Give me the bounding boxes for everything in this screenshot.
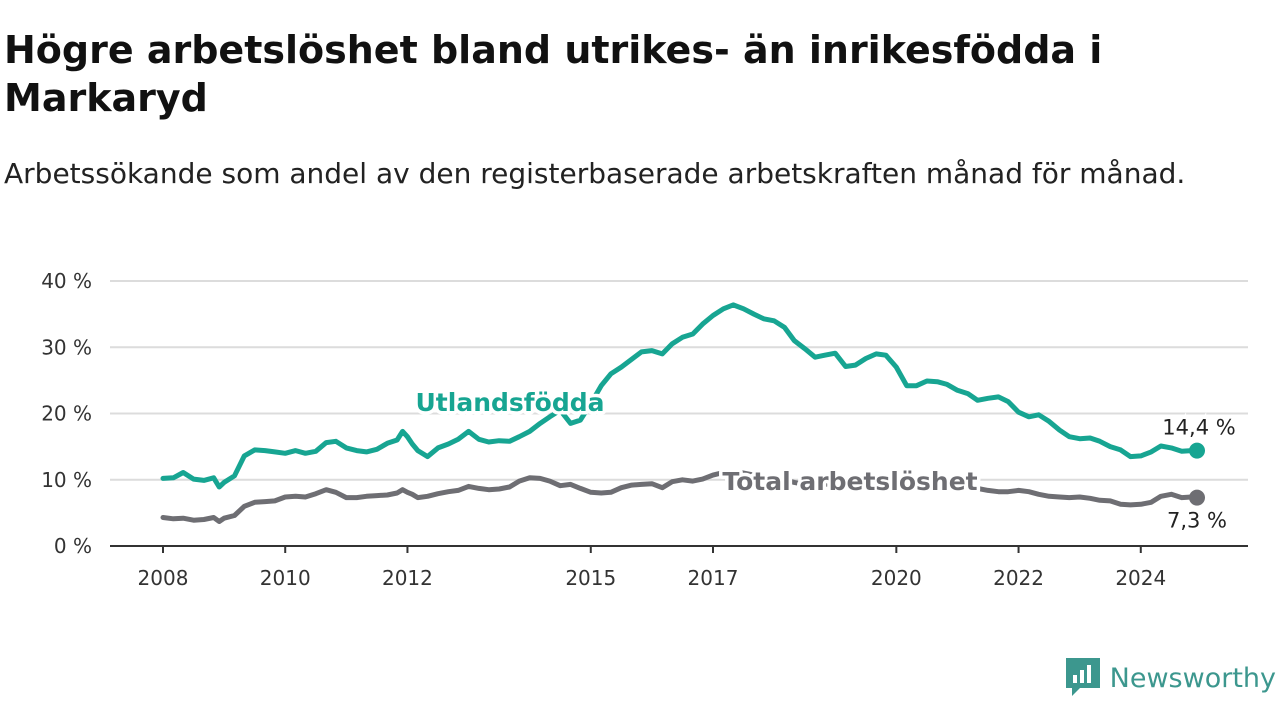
x-tick-label: 2017 [688,566,739,590]
y-tick-label: 30 % [41,335,92,359]
x-tick-label: 2020 [871,566,922,590]
series-labels: Utlandsfödda Total arbetslöshet 14,4 % 7,3 … [412,385,1238,536]
series-line-utlandsfodda [160,302,1200,490]
x-tick-label: 2022 [993,566,1044,590]
series-label-utlandsfodda: Utlandsfödda [416,388,605,417]
y-tick-label: 40 % [41,269,92,293]
x-tick-label: 2024 [1115,566,1166,590]
series-line-total [160,468,1200,524]
chart-subtitle: Arbetssökande som andel av den registerb… [4,157,1186,190]
x-tick-label: 2008 [138,566,189,590]
x-tick-label: 2010 [260,566,311,590]
brand-logo: Newsworthy [1065,658,1276,698]
series-end-point [1189,489,1205,506]
chart-title: Högre arbetslöshet bland utrikes- än inr… [4,28,1103,120]
end-value-label-total: 7,3 % [1167,509,1227,533]
end-value-label-utlandsfodda: 14,4 % [1162,416,1235,440]
grid-lines [110,280,1248,481]
x-tick-label: 2015 [565,566,616,590]
axes: 0 % 10 % 20 % 30 % 40 % 2008 2010 2012 2015 2017 2… [41,269,1248,590]
series-end-point [1189,442,1205,459]
series-label-total: Total arbetslöshet [722,467,977,496]
y-tick-label: 20 % [41,402,92,426]
brand-name: Newsworthy [1109,662,1276,694]
series-lines [160,302,1205,524]
newsworthy-logo-icon [1065,658,1100,696]
x-tick-label: 2012 [382,566,433,590]
y-tick-label: 0 % [54,534,92,558]
y-tick-label: 10 % [41,468,92,492]
